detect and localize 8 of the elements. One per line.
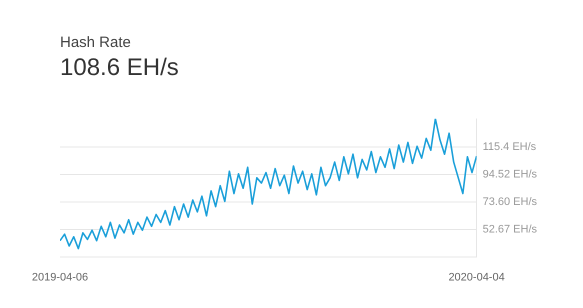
x-tick-label: 2019-04-06 [32, 271, 88, 284]
x-tick-label: 2020-04-04 [448, 271, 505, 284]
y-tick-label: 94.52 EH/s [482, 168, 538, 181]
y-tick-label: 73.60 EH/s [482, 196, 538, 208]
chart-subtitle: 108.6 EH/s [60, 54, 179, 82]
y-tick-label: 52.67 EH/s [482, 223, 538, 236]
y-tick-label: 115.4 EH/s [482, 141, 537, 154]
chart-title: Hash Rate [60, 34, 131, 52]
